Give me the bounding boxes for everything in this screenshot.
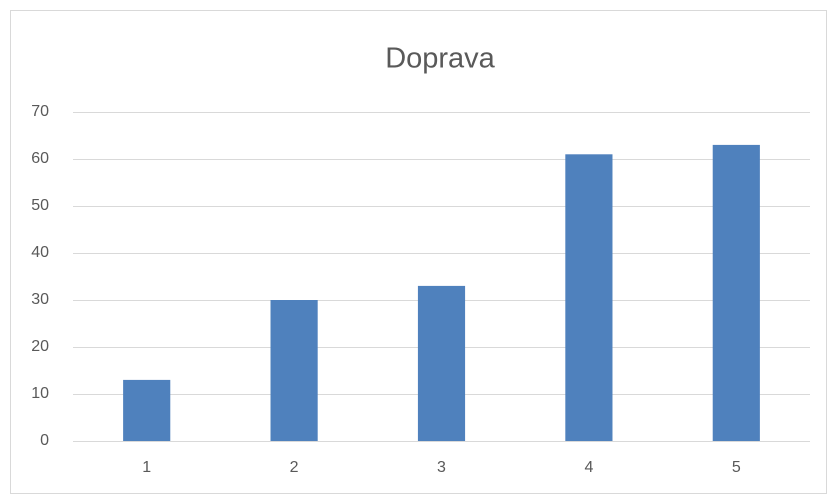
x-tick-label: 1 bbox=[142, 459, 151, 476]
bar bbox=[123, 379, 171, 441]
bar bbox=[565, 154, 613, 442]
bar bbox=[270, 300, 318, 441]
y-tick-label: 20 bbox=[31, 338, 49, 355]
x-tick-label: 3 bbox=[437, 459, 446, 476]
chart-title: Doprava bbox=[385, 43, 495, 75]
bar bbox=[417, 285, 466, 441]
y-tick-label: 50 bbox=[31, 197, 49, 214]
y-tick-label: 40 bbox=[31, 244, 49, 261]
y-tick-label: 10 bbox=[31, 385, 49, 402]
y-tick-label: 0 bbox=[40, 432, 49, 449]
y-tick-label: 70 bbox=[31, 103, 49, 120]
bar bbox=[712, 144, 760, 441]
y-tick-label: 30 bbox=[31, 291, 49, 308]
x-tick-label: 4 bbox=[584, 459, 593, 476]
x-tick-label: 5 bbox=[732, 459, 741, 476]
y-tick-label: 60 bbox=[31, 150, 49, 167]
x-tick-label: 2 bbox=[290, 459, 299, 476]
